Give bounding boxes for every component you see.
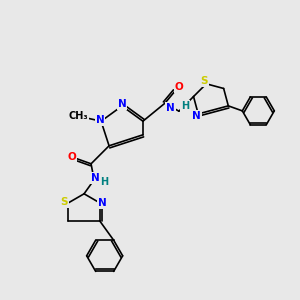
Text: H: H xyxy=(181,101,189,111)
Text: O: O xyxy=(68,152,76,162)
Text: O: O xyxy=(175,82,183,92)
Text: N: N xyxy=(98,198,107,208)
Text: H: H xyxy=(100,177,108,187)
Text: N: N xyxy=(192,111,201,121)
Text: S: S xyxy=(200,76,208,86)
Text: CH₃: CH₃ xyxy=(68,111,88,121)
Text: N: N xyxy=(118,99,126,109)
Text: N: N xyxy=(166,103,175,113)
Text: S: S xyxy=(61,197,68,207)
Text: N: N xyxy=(96,115,104,125)
Text: N: N xyxy=(91,173,99,183)
